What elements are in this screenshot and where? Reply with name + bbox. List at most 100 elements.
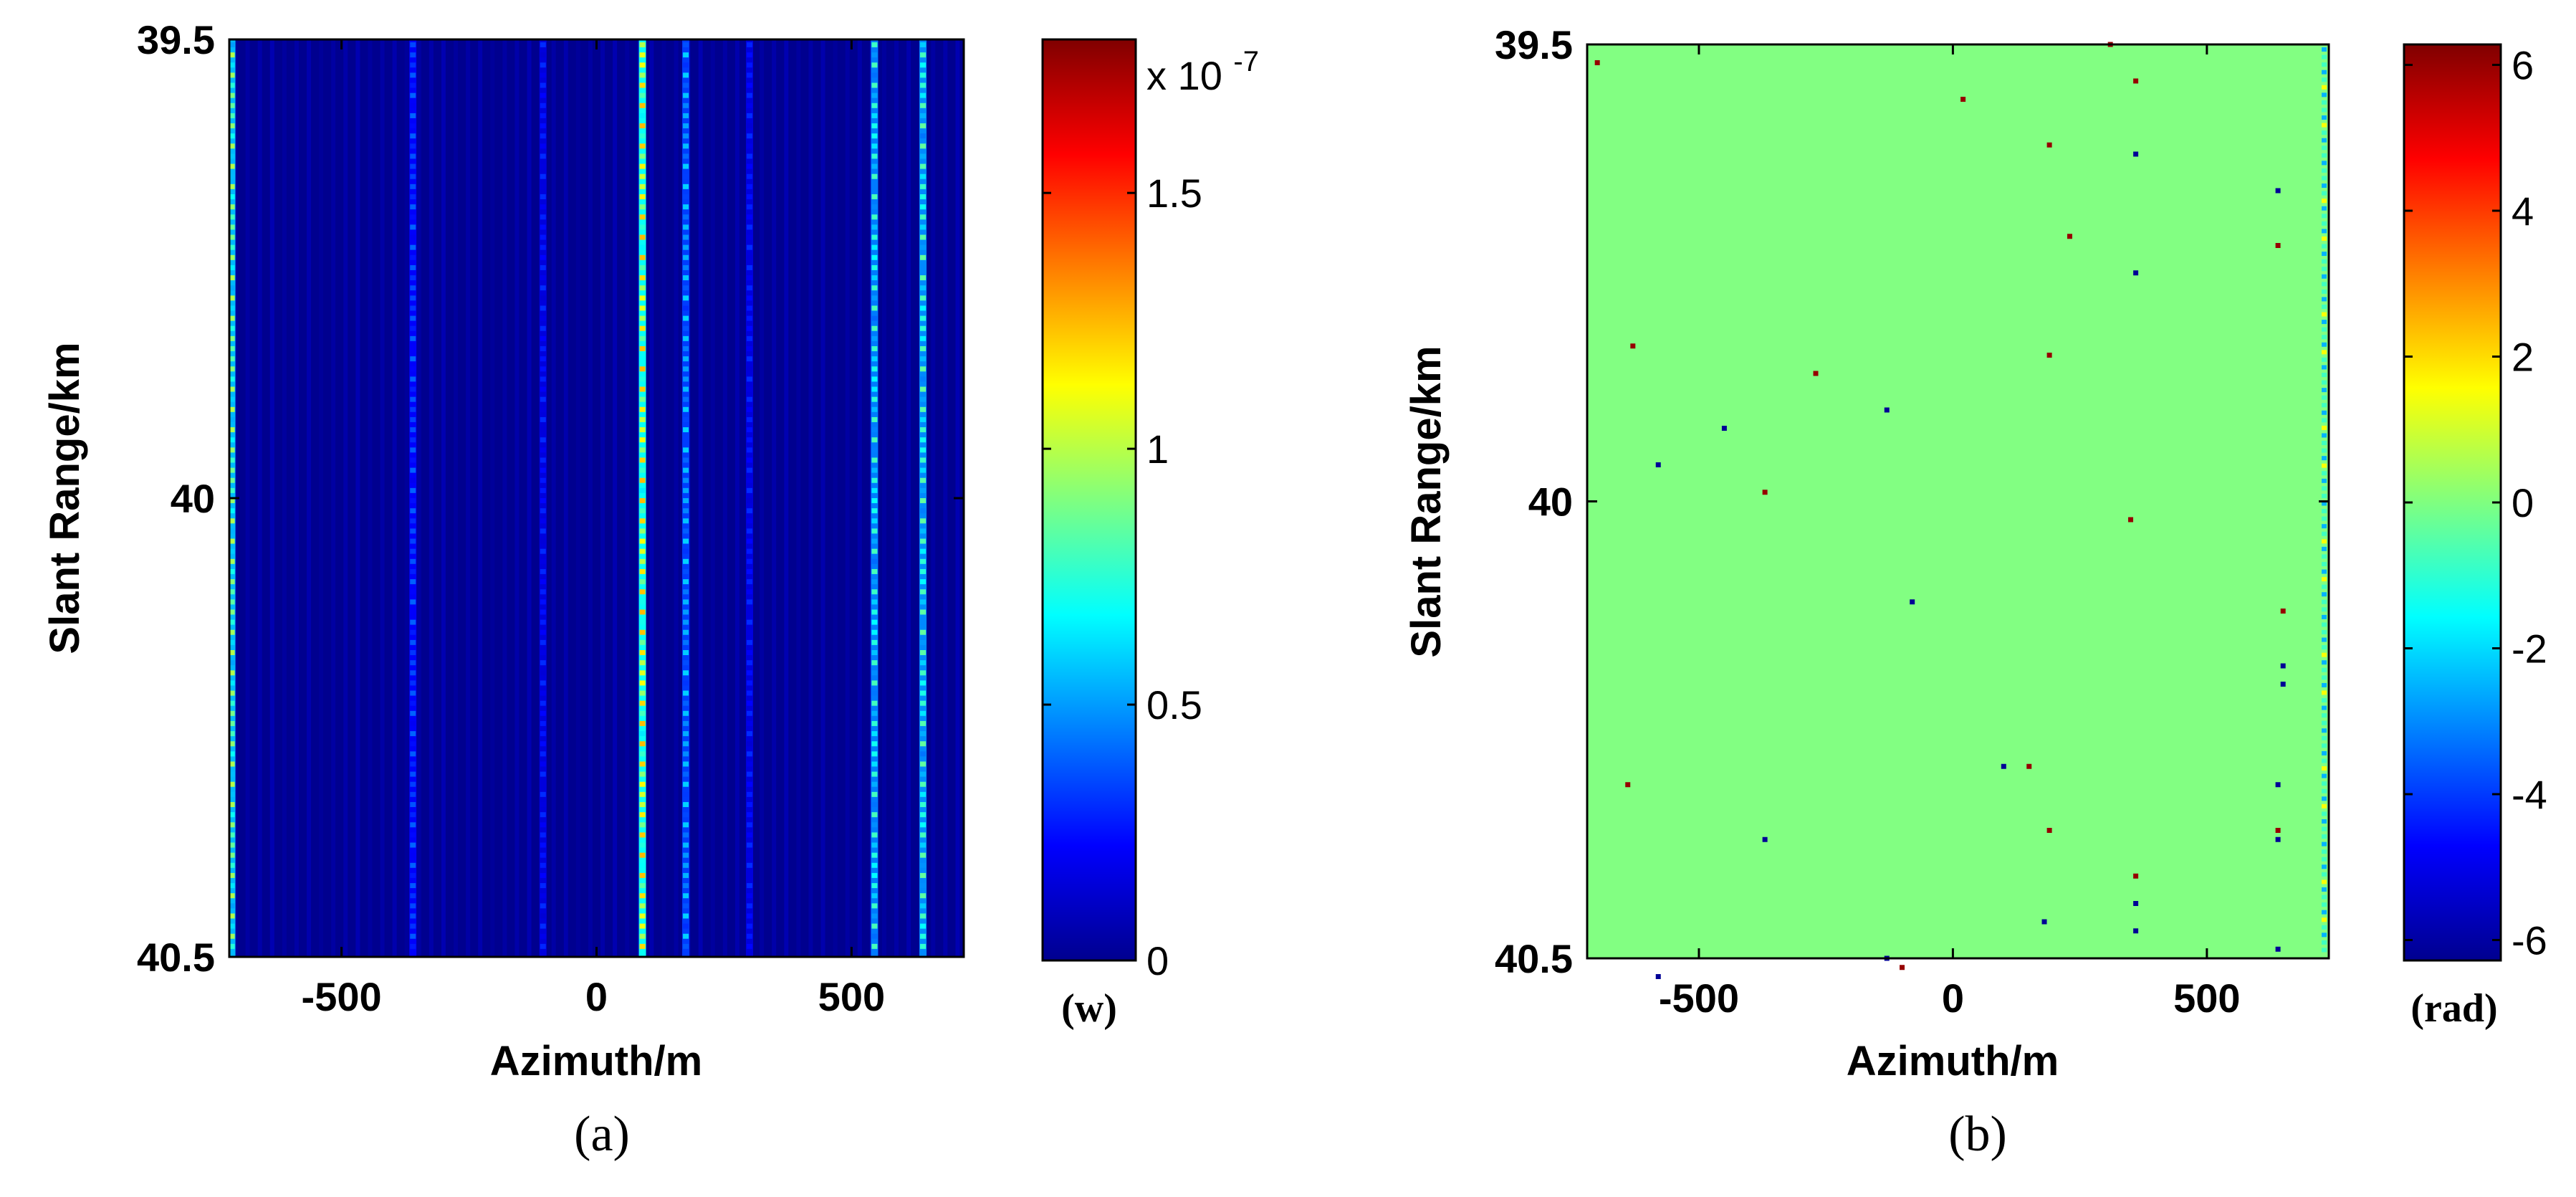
background-striation [710, 39, 715, 957]
streak-segment [229, 62, 235, 68]
edge-artifact [2322, 433, 2327, 438]
streak-segment [229, 42, 235, 47]
streak-segment [229, 629, 235, 635]
colorbar-tick-label: 2 [2512, 334, 2534, 379]
streak-segment [871, 113, 878, 118]
edge-artifact [2322, 62, 2327, 67]
colorbar-tick-label: -2 [2512, 626, 2547, 672]
streak-segment [639, 204, 646, 210]
streak-segment [540, 771, 546, 777]
streak-segment [229, 528, 235, 534]
streak-segment [639, 741, 646, 747]
streak-segment [683, 275, 689, 281]
streak-segment [410, 285, 416, 291]
streak-segment [229, 832, 235, 838]
streak-segment [639, 933, 646, 939]
streak-segment [747, 700, 753, 706]
colorbar-tick-label: 4 [2512, 189, 2534, 234]
streak-segment [871, 123, 878, 129]
streak-segment [229, 720, 235, 726]
edge-artifact [2322, 350, 2327, 355]
streak-segment [540, 852, 546, 858]
streak-segment [410, 913, 416, 919]
streak-segment [920, 933, 927, 939]
streak-segment [683, 325, 689, 331]
streak-segment [747, 558, 753, 564]
edge-artifact [2322, 948, 2327, 953]
streak-segment [639, 224, 646, 230]
streak-segment [639, 802, 646, 807]
colorbar-ticks-b: -6 -4 -2 0 2 4 6 [2404, 42, 2547, 963]
streak-segment [540, 862, 546, 868]
streak-segment [871, 508, 878, 514]
streak-segment [747, 437, 753, 443]
streak-segment [747, 457, 753, 463]
streak-segment [747, 923, 753, 929]
edge-artifact [2322, 244, 2327, 249]
streak-segment [540, 62, 546, 68]
streak-segment [871, 599, 878, 605]
streak-segment [920, 903, 927, 909]
edge-artifact [2322, 788, 2327, 793]
background-striation [466, 39, 471, 957]
streak-segment [229, 751, 235, 757]
streak-segment [683, 508, 689, 514]
background-striation [649, 39, 654, 957]
edge-artifact [2322, 917, 2327, 922]
streak-segment [920, 761, 927, 767]
edge-artifact [2322, 803, 2327, 809]
streak-segment [229, 791, 235, 797]
streak-segment [747, 143, 753, 149]
background-striation [343, 39, 348, 957]
streak-segment [920, 943, 927, 949]
streak-segment [229, 396, 235, 402]
streak-segment [410, 842, 416, 848]
streak-segment [871, 791, 878, 797]
streak-segment [920, 883, 927, 889]
background-striation [331, 39, 336, 957]
streak-segment [540, 599, 546, 605]
streak-segment [229, 113, 235, 118]
streak-segment [229, 862, 235, 868]
streak-segment [639, 356, 646, 362]
edge-artifact [2322, 471, 2327, 476]
streak-segment [747, 599, 753, 605]
colorbar-tick-label: -4 [2512, 772, 2547, 817]
streak-segment [229, 781, 235, 787]
streak-segment [683, 143, 689, 149]
streak-segment [920, 690, 927, 696]
streak-segment [540, 710, 546, 716]
streak-segment [639, 416, 646, 422]
streak-segment [540, 741, 546, 747]
streak-segment [639, 143, 646, 149]
streak-segment [540, 264, 546, 270]
background-striation [307, 39, 312, 957]
colorbar-scale-a: x 10 -7 [1146, 46, 1259, 98]
streak-segment [747, 518, 753, 524]
streak-segment [871, 62, 878, 68]
streak-segment [747, 224, 753, 230]
streak-highlights [410, 42, 416, 949]
streak-segment [683, 538, 689, 544]
streak-segment [639, 427, 646, 433]
edge-artifact [2322, 297, 2327, 302]
streak-segment [871, 102, 878, 108]
streak-segment [683, 872, 689, 878]
streak-segment [540, 133, 546, 139]
streak-segment [410, 670, 416, 676]
streak-segment [229, 589, 235, 595]
streak-segment [540, 123, 546, 129]
streak-segment [410, 802, 416, 807]
background-striation [734, 39, 739, 957]
streak-segment [683, 690, 689, 696]
streak-segment [871, 214, 878, 220]
streak-segment [639, 579, 646, 585]
streak-segment [410, 102, 416, 108]
streak-segment [410, 254, 416, 260]
streak-segment [229, 366, 235, 372]
streak-segment [229, 477, 235, 483]
streak-segment [747, 194, 753, 199]
streak-segment [639, 244, 646, 250]
edge-artifact [2322, 713, 2327, 718]
